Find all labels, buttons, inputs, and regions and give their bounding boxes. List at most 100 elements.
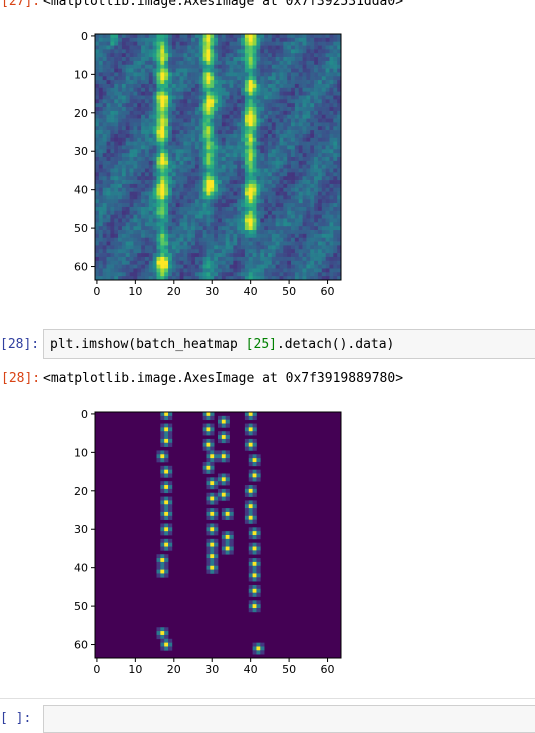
heatmap-cell	[121, 222, 127, 227]
heatmap-cell	[110, 60, 115, 66]
heatmap-cell	[144, 164, 150, 169]
heatmap-cell	[229, 145, 234, 150]
heatmap-cell	[129, 226, 134, 231]
heatmap-cell	[256, 222, 261, 227]
heatmap-cell	[148, 49, 153, 54]
heatmap-cell	[321, 176, 326, 181]
heatmap-cell	[137, 268, 142, 273]
heatmap-cell	[317, 253, 323, 258]
heatmap-cell	[187, 195, 192, 200]
heatmap-cell	[168, 206, 173, 212]
heatmap-cell	[141, 260, 146, 265]
heatmap-cell	[310, 206, 315, 212]
heatmap-cell	[267, 157, 273, 162]
heatmap-cell	[264, 64, 269, 69]
heatmap-cell	[148, 91, 153, 96]
heatmap-cell	[337, 145, 342, 150]
heatmap-peak-cell	[160, 435, 165, 440]
heatmap-cell	[267, 256, 273, 262]
heatmap-cell	[118, 141, 123, 146]
heatmap-cell	[202, 99, 207, 104]
heatmap-cell	[183, 114, 188, 119]
heatmap-cell	[275, 264, 280, 269]
heatmap-cell	[221, 53, 227, 58]
heatmap-cell	[156, 180, 161, 185]
heatmap-cell	[202, 237, 207, 242]
heatmap-cell	[229, 157, 234, 162]
heatmap-cell	[225, 264, 230, 269]
heatmap-cell	[329, 80, 334, 85]
heatmap-cell	[267, 45, 273, 50]
heatmap-cell	[95, 153, 100, 158]
heatmap-cell	[244, 37, 250, 43]
heatmap-cell	[179, 237, 184, 242]
heatmap-cell	[337, 64, 342, 69]
heatmap-cell	[317, 206, 323, 212]
code-cell-input[interactable]: plt.imshow(batch_heatmap [25].detach().d…	[43, 329, 535, 359]
heatmap-cell	[144, 118, 150, 123]
empty-code-cell[interactable]	[43, 705, 535, 733]
heatmap-cell	[221, 253, 227, 258]
heatmap-cell	[191, 41, 196, 46]
heatmap-cell	[106, 145, 111, 150]
heatmap-cell	[279, 130, 284, 135]
heatmap-cell	[183, 187, 188, 192]
heatmap-cell	[252, 118, 257, 123]
heatmap-peak-cell	[214, 565, 219, 570]
heatmap-cell	[321, 272, 326, 277]
heatmap-cell	[106, 76, 111, 81]
code-line[interactable]: plt.imshow(batch_heatmap [25].detach().d…	[50, 337, 394, 352]
heatmap-cell	[298, 99, 303, 104]
heatmap-cell	[137, 80, 142, 85]
heatmap-cell	[121, 172, 127, 177]
heatmap-cell	[241, 57, 246, 62]
heatmap-cell	[302, 141, 307, 146]
heatmap-cell	[114, 253, 119, 258]
heatmap-cell	[129, 210, 134, 215]
heatmap-peak-cell	[164, 627, 169, 632]
heatmap-cell	[168, 141, 173, 146]
heatmap-peak-cell	[164, 485, 169, 490]
heatmap-cell	[102, 160, 107, 166]
heatmap-cell	[221, 168, 227, 173]
heatmap-cell	[125, 137, 130, 142]
heatmap-peak-cell	[225, 419, 230, 424]
heatmap-cell	[95, 64, 100, 69]
heatmap-cell	[187, 206, 192, 212]
heatmap-cell	[317, 99, 323, 104]
heatmap-cell	[175, 57, 180, 62]
heatmap-cell	[248, 133, 253, 139]
heatmap-cell	[148, 141, 153, 146]
heatmap-cell	[306, 176, 311, 181]
heatmap-cell	[133, 164, 138, 169]
heatmap-cell	[144, 122, 150, 127]
heatmap-peak-cell	[206, 415, 211, 421]
heatmap-cell	[137, 122, 142, 127]
heatmap-cell	[202, 95, 207, 100]
heatmap-cell	[198, 260, 203, 265]
heatmap-cell	[291, 226, 296, 231]
heatmap-cell	[164, 245, 169, 250]
heatmap-cell	[306, 191, 311, 196]
heatmap-cell	[237, 137, 242, 142]
heatmap-cell	[121, 91, 127, 96]
heatmap-cell	[210, 103, 215, 108]
heatmap-cell	[279, 160, 284, 166]
heatmap-cell	[237, 153, 242, 158]
heatmap-cell	[248, 183, 253, 189]
heatmap-cell	[198, 249, 203, 254]
heatmap-cell	[102, 80, 107, 85]
heatmap-peak-cell	[225, 435, 230, 440]
heatmap-cell	[175, 206, 180, 212]
heatmap-cell	[267, 249, 273, 254]
heatmap-cell	[237, 41, 242, 46]
heatmap-cell	[121, 226, 127, 231]
heatmap-cell	[302, 110, 307, 116]
x-tick-label: 10	[128, 285, 142, 298]
heatmap-cell	[114, 141, 119, 146]
heatmap-cell	[225, 114, 230, 119]
heatmap-peak-cell	[221, 492, 227, 497]
heatmap-cell	[298, 126, 303, 131]
heatmap-cell	[241, 64, 246, 69]
heatmap-cell	[95, 168, 100, 173]
